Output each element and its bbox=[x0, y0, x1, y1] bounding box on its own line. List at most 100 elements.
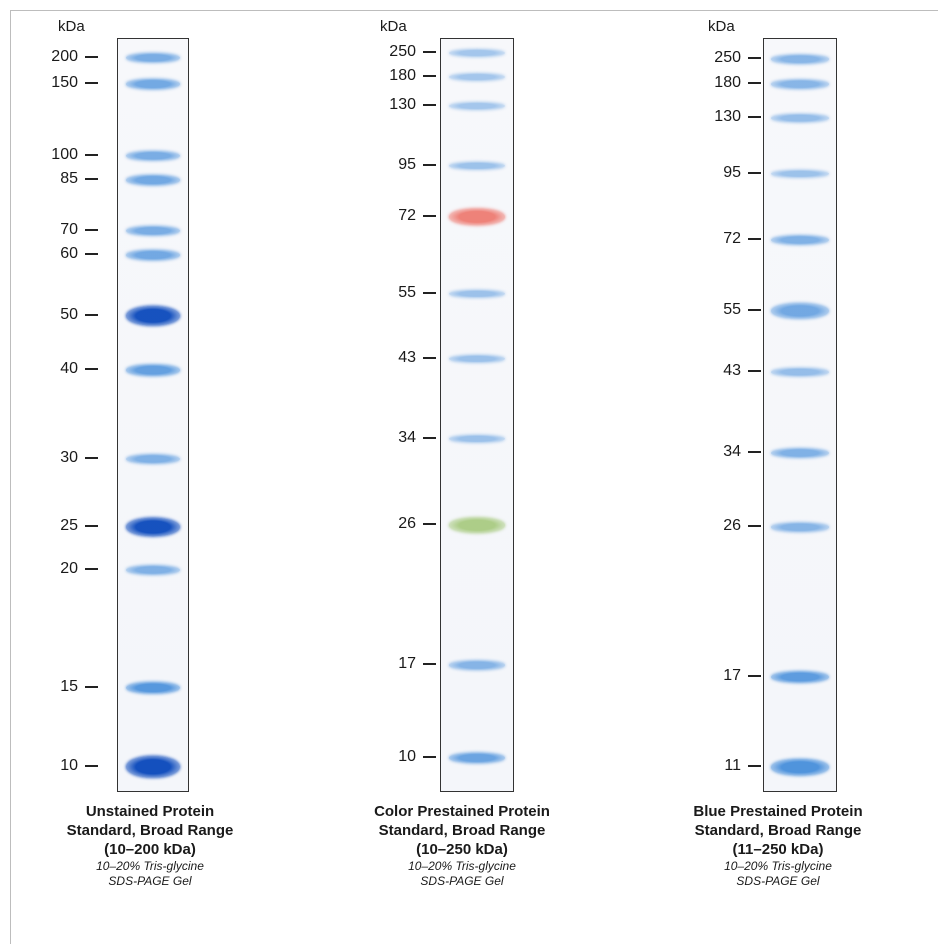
gel-band bbox=[126, 52, 180, 64]
caption: Color Prestained Protein Standard, Broad… bbox=[312, 802, 612, 889]
gel-band bbox=[771, 235, 829, 245]
marker-tick bbox=[748, 309, 761, 311]
marker-tick bbox=[748, 172, 761, 174]
marker-tick bbox=[748, 238, 761, 240]
marker-tick bbox=[423, 523, 436, 525]
marker-label: 25 bbox=[60, 517, 98, 535]
marker-label: 20 bbox=[60, 560, 98, 578]
marker-value: 70 bbox=[60, 221, 78, 238]
marker-label: 60 bbox=[60, 245, 98, 263]
marker-value: 180 bbox=[714, 74, 741, 91]
gel-band bbox=[449, 289, 505, 299]
marker-label: 10 bbox=[60, 757, 98, 775]
marker-value: 26 bbox=[398, 515, 416, 532]
marker-value: 10 bbox=[398, 748, 416, 765]
caption-subtitle-line: 10–20% Tris-glycine bbox=[408, 859, 516, 873]
gel-band bbox=[449, 660, 505, 670]
gel-lane bbox=[763, 38, 837, 792]
marker-tick bbox=[85, 314, 98, 316]
gel-band bbox=[449, 73, 505, 81]
marker-value: 95 bbox=[398, 156, 416, 173]
gel-band bbox=[126, 364, 180, 376]
marker-value: 17 bbox=[723, 667, 741, 684]
gel-band bbox=[771, 302, 829, 320]
marker-label: 130 bbox=[389, 96, 436, 114]
marker-tick bbox=[423, 357, 436, 359]
marker-value: 50 bbox=[60, 306, 78, 323]
marker-tick bbox=[85, 253, 98, 255]
gel-band bbox=[126, 150, 180, 162]
gel-band bbox=[449, 161, 505, 171]
marker-tick bbox=[85, 686, 98, 688]
marker-value: 250 bbox=[714, 49, 741, 66]
marker-tick bbox=[423, 292, 436, 294]
marker-label: 150 bbox=[51, 74, 98, 92]
gel-band bbox=[771, 113, 829, 123]
caption: Unstained Protein Standard, Broad Range … bbox=[0, 802, 300, 889]
gel-band bbox=[771, 367, 829, 377]
caption-title-line: Standard, Broad Range bbox=[378, 822, 546, 839]
marker-tick bbox=[748, 57, 761, 59]
caption: Blue Prestained Protein Standard, Broad … bbox=[628, 802, 928, 889]
panel-color-prestained: kDa Color Prestained Protein Standard, B… bbox=[312, 0, 612, 944]
marker-tick bbox=[423, 104, 436, 106]
marker-tick bbox=[423, 663, 436, 665]
caption-subtitle-line: SDS-PAGE Gel bbox=[108, 874, 192, 888]
marker-value: 34 bbox=[398, 429, 416, 446]
gel-band bbox=[771, 169, 829, 179]
marker-tick bbox=[748, 765, 761, 767]
gel-band bbox=[126, 174, 180, 186]
marker-value: 72 bbox=[723, 230, 741, 247]
marker-label: 26 bbox=[723, 517, 761, 535]
gel-band bbox=[771, 671, 829, 683]
marker-label: 72 bbox=[723, 230, 761, 248]
marker-value: 72 bbox=[398, 207, 416, 224]
gel-band bbox=[771, 758, 829, 776]
unit-label: kDa bbox=[58, 18, 85, 35]
marker-value: 25 bbox=[60, 517, 78, 534]
marker-label: 180 bbox=[714, 74, 761, 92]
marker-label: 70 bbox=[60, 221, 98, 239]
marker-label: 17 bbox=[723, 667, 761, 685]
gel-band bbox=[449, 517, 505, 533]
marker-value: 60 bbox=[60, 245, 78, 262]
gel-band bbox=[126, 225, 180, 237]
marker-tick bbox=[85, 457, 98, 459]
marker-value: 180 bbox=[389, 67, 416, 84]
marker-tick bbox=[85, 56, 98, 58]
caption-subtitle-line: SDS-PAGE Gel bbox=[420, 874, 504, 888]
gel-band bbox=[771, 79, 829, 89]
marker-label: 30 bbox=[60, 449, 98, 467]
marker-label: 26 bbox=[398, 515, 436, 533]
caption-title-line: (10–250 kDa) bbox=[416, 841, 508, 858]
marker-value: 250 bbox=[389, 43, 416, 60]
gel-band bbox=[126, 78, 180, 90]
marker-label: 85 bbox=[60, 170, 98, 188]
marker-label: 250 bbox=[714, 49, 761, 67]
marker-value: 150 bbox=[51, 74, 78, 91]
marker-value: 10 bbox=[60, 757, 78, 774]
gel-band bbox=[449, 49, 505, 57]
marker-tick bbox=[748, 451, 761, 453]
marker-label: 34 bbox=[723, 443, 761, 461]
gel-band bbox=[126, 454, 180, 464]
marker-value: 17 bbox=[398, 655, 416, 672]
gel-band bbox=[449, 208, 505, 226]
caption-subtitle-line: SDS-PAGE Gel bbox=[736, 874, 820, 888]
gel-band bbox=[126, 565, 180, 575]
marker-tick bbox=[85, 368, 98, 370]
caption-subtitle-line: 10–20% Tris-glycine bbox=[96, 859, 204, 873]
marker-label: 55 bbox=[723, 301, 761, 319]
marker-label: 43 bbox=[723, 362, 761, 380]
marker-value: 55 bbox=[398, 284, 416, 301]
marker-tick bbox=[748, 675, 761, 677]
marker-tick bbox=[423, 75, 436, 77]
marker-tick bbox=[423, 437, 436, 439]
marker-tick bbox=[748, 525, 761, 527]
marker-tick bbox=[85, 525, 98, 527]
marker-tick bbox=[423, 164, 436, 166]
caption-title-line: Color Prestained Protein bbox=[374, 803, 550, 820]
panel-blue-prestained: kDa Blue Prestained Protein Standard, Br… bbox=[628, 0, 928, 944]
unit-label: kDa bbox=[708, 18, 735, 35]
caption-subtitle-line: 10–20% Tris-glycine bbox=[724, 859, 832, 873]
